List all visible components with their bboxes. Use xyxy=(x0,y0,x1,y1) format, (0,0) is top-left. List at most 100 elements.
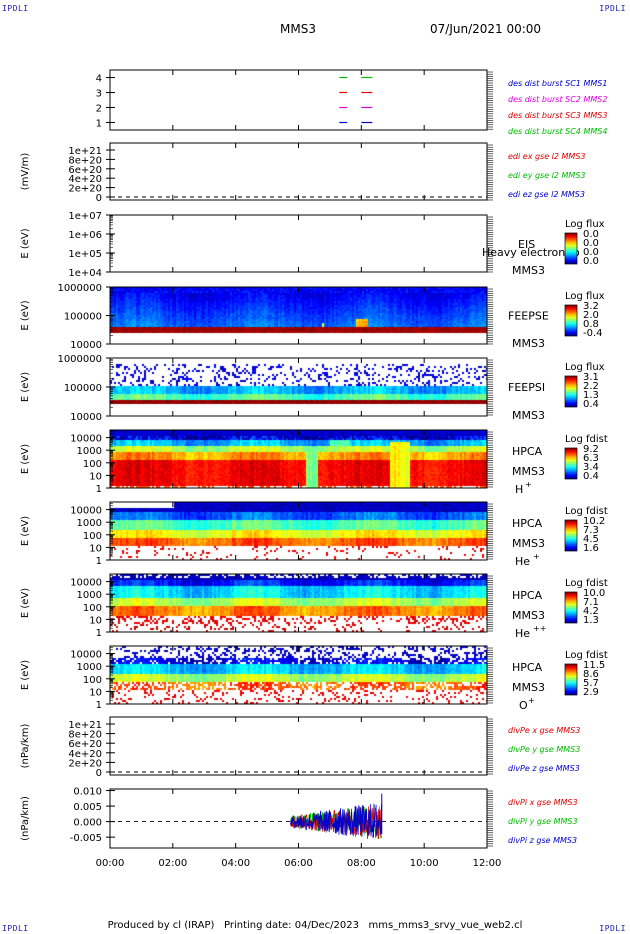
y-tick-label: 10000 xyxy=(70,578,102,589)
colorbar-tick-label: 1.3 xyxy=(583,615,599,626)
panel-frame xyxy=(109,214,488,273)
y-tick-label: 0.005 xyxy=(73,802,102,813)
colorbar-tick-label: 3.2 xyxy=(583,301,599,312)
y-tick-label: 100 xyxy=(83,675,102,686)
y-tick-label: 10000 xyxy=(70,506,102,517)
y-tick-label: 4e+20 xyxy=(68,174,102,185)
legend-entry: divPe x gse MMS3 xyxy=(508,726,580,735)
colorbar xyxy=(564,304,578,337)
footer-script-name: mms_mms3_srvy_vue_web2.cl xyxy=(368,920,523,931)
y-axis-label: E (eV) xyxy=(20,588,31,618)
corner-label-top-left: IPDLI xyxy=(2,4,29,13)
spacecraft-label: MMS3 xyxy=(512,537,545,550)
spectrogram-image-hpca_heplus xyxy=(110,502,487,560)
y-tick-label: 2e+20 xyxy=(68,184,102,195)
legend-entry: divPi y gse MMS3 xyxy=(508,817,578,826)
y-tick-label: 100000 xyxy=(64,312,102,323)
y-axis-label: E (eV) xyxy=(20,444,31,474)
panel-frame xyxy=(109,716,488,776)
colorbar-tick-label: 10.0 xyxy=(583,588,605,599)
x-tick-label: 08:00 xyxy=(347,858,376,869)
y-tick-label: 1000000 xyxy=(57,354,102,365)
y-tick-label: -0.005 xyxy=(70,833,102,844)
colorbar-tick-label: 6.3 xyxy=(583,453,599,464)
y-tick-label: 2 xyxy=(96,104,102,115)
colorbar-tick-label: 0.0 xyxy=(583,247,599,258)
y-tick-label: 100 xyxy=(83,459,102,470)
colorbar-tick-label: 3.1 xyxy=(583,372,599,383)
y-tick-label: 3 xyxy=(96,89,102,100)
species-label: H xyxy=(515,483,523,496)
x-tick-label: 12:00 xyxy=(473,858,502,869)
y-tick-label: 1e+04 xyxy=(68,268,102,279)
y-tick-label: 10 xyxy=(89,615,102,626)
panel-eis: 1e+07 1e+06 1e+05 1e+04 E (eV) EIS MMS3 Heavy e… xyxy=(20,211,605,279)
legend-entry: edi ez gse l2 MMS3 xyxy=(508,190,585,199)
y-axis-label: E (eV) xyxy=(20,300,31,330)
instrument-label: HPCA xyxy=(512,517,543,530)
legend-entry: divPe z gse MMS3 xyxy=(508,764,580,773)
y-tick-label: 0.010 xyxy=(73,787,102,798)
y-tick-label: 1e+07 xyxy=(68,211,102,222)
colorbar-tick-label: 4.5 xyxy=(583,534,599,545)
panel-feepse: 1000000 100000 10000 E (eV) FEEPSE MMS3 Log fl… xyxy=(20,283,605,351)
y-tick-label: 4 xyxy=(96,74,102,85)
x-tick-label: 10:00 xyxy=(410,858,439,869)
x-tick-label: 00:00 xyxy=(96,858,125,869)
instrument-label: FEEPSE xyxy=(508,310,549,323)
colorbar-tick-label: 1.3 xyxy=(583,390,599,401)
y-tick-label: 1 xyxy=(96,484,102,495)
spectrogram-image-feepsi xyxy=(110,358,487,416)
plot-date: 07/Jun/2021 00:00 xyxy=(430,22,542,36)
y-tick-label: 1000 xyxy=(77,446,102,457)
species-label: He xyxy=(515,555,530,568)
y-tick-label: 1000 xyxy=(77,662,102,673)
colorbar-tick-label: 8.6 xyxy=(583,669,599,680)
colorbar xyxy=(564,375,578,408)
y-axis-label: E (eV) xyxy=(20,660,31,690)
corner-label-top-right: IPDLI xyxy=(599,4,626,13)
legend-entry: des dist burst SC1 MMS1 xyxy=(508,79,607,88)
colorbar xyxy=(564,232,578,265)
colorbar-tick-label: 4.2 xyxy=(583,606,599,617)
y-tick-label: 100 xyxy=(83,531,102,542)
colorbar-tick-label: -0.4 xyxy=(583,328,603,339)
legend-entry: divPi x gse MMS3 xyxy=(508,798,578,807)
y-axis-label: (mV/m) xyxy=(20,153,31,191)
colorbar-tick-label: 0.0 xyxy=(583,256,599,267)
legend-entry: edi ey gse l2 MMS3 xyxy=(508,171,586,180)
spectrogram-image-feepse xyxy=(110,287,487,344)
y-tick-label: 0.000 xyxy=(73,818,102,829)
colorbar-tick-label: 0.8 xyxy=(583,319,599,330)
y-tick-label: 0 xyxy=(96,193,102,204)
y-tick-label: 1000000 xyxy=(57,283,102,294)
panel-frame xyxy=(109,69,488,131)
species-label: He xyxy=(515,627,530,640)
colorbar-title: Log fdist xyxy=(565,650,608,661)
y-tick-label: 10 xyxy=(89,687,102,698)
y-axis-label: (nPa/km) xyxy=(20,796,31,841)
colorbar-title: Log fdist xyxy=(565,434,608,445)
y-tick-label: 10 xyxy=(89,471,102,482)
y-axis-label: E (eV) xyxy=(20,228,31,258)
panel-frame xyxy=(109,142,488,201)
y-tick-label: 8e+20 xyxy=(68,155,102,166)
x-tick-label: 02:00 xyxy=(158,858,187,869)
overlay-label: Heavy electron to xyxy=(482,246,580,259)
colorbar-tick-label: 1.6 xyxy=(583,543,599,554)
y-tick-label: 6e+20 xyxy=(68,739,102,750)
y-tick-label: 10 xyxy=(89,543,102,554)
y-tick-label: 10000 xyxy=(70,412,102,423)
colorbar-tick-label: 5.7 xyxy=(583,678,599,689)
colorbar-tick-label: 2.2 xyxy=(583,381,599,392)
y-tick-label: 4e+20 xyxy=(68,749,102,760)
legend-entry: des dist burst SC4 MMS4 xyxy=(508,127,607,136)
panel-divpi: 0.010 0.005 0.000 -0.005 (nPa/km) divPi x gse… xyxy=(20,787,578,849)
colorbar-tick-label: 11.5 xyxy=(583,660,605,671)
instrument-label: FEEPSI xyxy=(508,381,545,394)
colorbar-title: Log flux xyxy=(565,362,605,373)
